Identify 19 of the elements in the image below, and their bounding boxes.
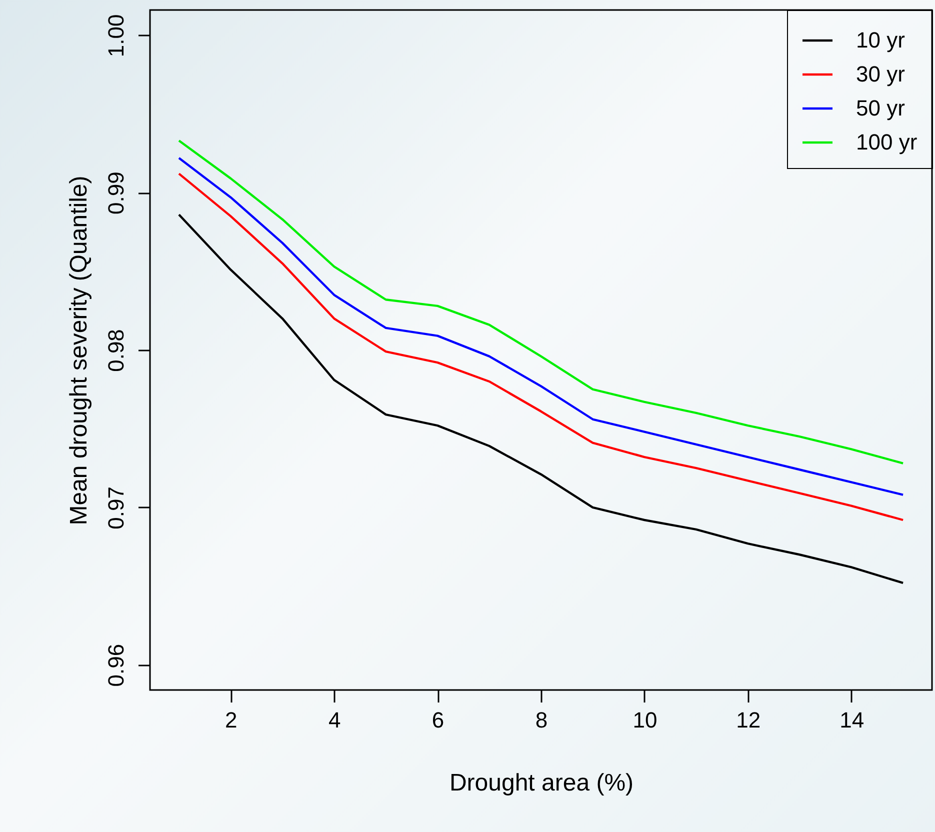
x-tick-label: 8 bbox=[535, 708, 548, 732]
legend-label: 50 yr bbox=[856, 96, 905, 120]
y-tick-label: 0.96 bbox=[104, 644, 128, 687]
y-axis-title: Mean drought severity (Quantile) bbox=[66, 176, 92, 526]
legend-label: 30 yr bbox=[856, 62, 905, 86]
x-axis-title: Drought area (%) bbox=[449, 770, 634, 796]
x-tick-label: 12 bbox=[736, 708, 761, 732]
x-tick-label: 10 bbox=[632, 708, 658, 732]
legend-label: 100 yr bbox=[856, 130, 918, 154]
line-series bbox=[178, 214, 904, 584]
x-tick-label: 6 bbox=[432, 708, 444, 732]
y-tick-label: 1.00 bbox=[104, 14, 128, 58]
x-tick-label: 2 bbox=[225, 708, 238, 732]
y-tick-label: 0.99 bbox=[104, 172, 128, 215]
x-tick-label: 14 bbox=[840, 708, 864, 732]
y-tick-label: 0.97 bbox=[104, 486, 128, 530]
y-tick-label: 0.98 bbox=[104, 329, 128, 372]
legend-label: 10 yr bbox=[856, 28, 905, 52]
x-tick-label: 4 bbox=[328, 708, 341, 732]
